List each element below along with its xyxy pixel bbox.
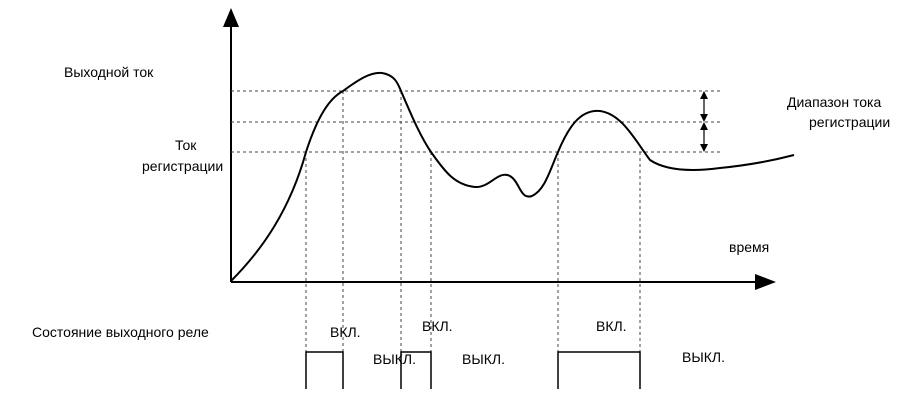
relay-state-off-2: ВЫКЛ.	[462, 351, 505, 367]
output-current-curve	[230, 71, 795, 282]
axes	[223, 8, 776, 290]
relay-state-waveform	[305, 351, 641, 389]
registration-current-label-line2: регистрации	[142, 158, 223, 174]
relay-state-off-3: ВЫКЛ.	[682, 349, 725, 365]
registration-current-label-line1: Ток	[175, 137, 197, 153]
range-label-line1: Диапазон тока	[787, 94, 881, 110]
time-axis-label: время	[729, 239, 769, 255]
x-axis-arrow	[755, 274, 776, 290]
y-axis-arrow	[223, 8, 239, 27]
range-arrows	[700, 91, 708, 152]
range-label-line2: регистрации	[809, 114, 890, 130]
relay-state-off-1: ВЫКЛ.	[373, 351, 416, 367]
relay-state-on-3: ВКЛ.	[596, 318, 627, 334]
relay-state-on-2: ВКЛ.	[422, 318, 453, 334]
output-current-label: Выходной ток	[64, 64, 154, 80]
level-lines	[231, 90, 721, 153]
vertical-guides	[305, 91, 641, 389]
relay-state-on-1: ВКЛ.	[330, 324, 361, 340]
relay-state-label: Состояние выходного реле	[32, 324, 209, 340]
